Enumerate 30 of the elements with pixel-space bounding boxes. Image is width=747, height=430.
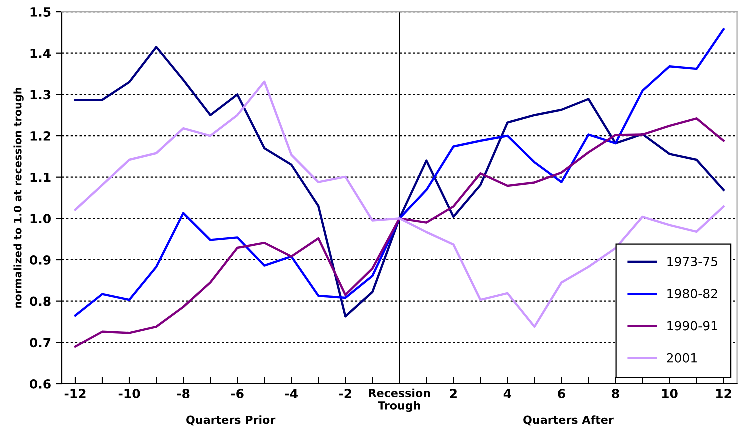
legend-label: 1973-75 bbox=[668, 257, 718, 267]
y-tick-label: 0.8 bbox=[30, 296, 51, 306]
y-tick-label: 1.1 bbox=[30, 172, 51, 182]
y-tick-label: 1.0 bbox=[30, 214, 51, 224]
x-tick-label: 2 bbox=[450, 389, 457, 398]
x-tick-label: -8 bbox=[177, 389, 190, 399]
x-tick-label: -2 bbox=[339, 389, 352, 398]
x-tick-label: 12 bbox=[716, 389, 732, 398]
y-axis-title: normalized to 1.0 at recession trough bbox=[14, 88, 24, 308]
y-tick-label: 1.4 bbox=[30, 49, 52, 58]
y-tick-label: 0.9 bbox=[30, 255, 51, 265]
x-tick-label: Recession Trough bbox=[369, 388, 430, 412]
x-tick-label: 10 bbox=[662, 389, 678, 399]
y-tick-label: 1.3 bbox=[30, 90, 51, 100]
x-tick-label: -4 bbox=[285, 389, 298, 398]
x-tick-label: -6 bbox=[231, 389, 244, 399]
x-tick-label: -12 bbox=[64, 389, 86, 398]
x-tick-label: 8 bbox=[612, 389, 620, 399]
legend-label: 2001 bbox=[667, 353, 697, 363]
legend-label: 1980-82 bbox=[668, 289, 718, 299]
legend-label: 1990-91 bbox=[668, 321, 718, 331]
x-tick-label: -10 bbox=[118, 389, 140, 399]
text: Quarters After bbox=[524, 416, 614, 426]
y-tick-label: 0.6 bbox=[30, 379, 51, 389]
y-tick-label: 1.5 bbox=[30, 8, 51, 17]
x-tick-label: 4 bbox=[504, 389, 512, 398]
y-tick-label: 1.2 bbox=[30, 131, 50, 141]
text: Quarters Prior bbox=[186, 416, 276, 426]
y-tick-label: 0.7 bbox=[30, 338, 51, 348]
x-tick-label: 6 bbox=[558, 389, 566, 399]
